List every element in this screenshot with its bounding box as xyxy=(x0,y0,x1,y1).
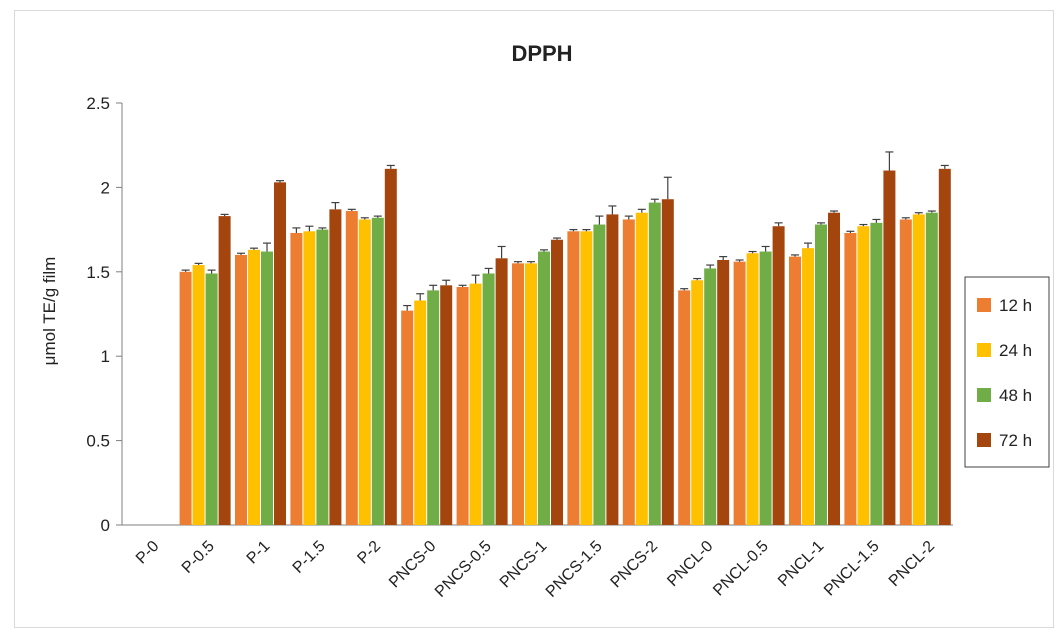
bar xyxy=(261,251,273,525)
bar xyxy=(235,254,247,526)
y-tick-label: 1 xyxy=(101,347,110,366)
bar xyxy=(899,219,912,526)
bar xyxy=(248,249,260,525)
x-tick-label: P-0.5 xyxy=(179,538,218,577)
bar xyxy=(580,231,593,525)
x-tick-label: PNCL-1 xyxy=(775,538,827,590)
y-tick-label: 2.5 xyxy=(86,94,110,113)
x-tick-label: PNCL-2 xyxy=(886,538,938,590)
x-tick-label: PNCS-0 xyxy=(386,538,440,592)
bar xyxy=(870,222,883,525)
bar xyxy=(857,226,870,525)
y-tick-label: 2 xyxy=(101,178,110,197)
bar xyxy=(290,232,303,525)
bar xyxy=(622,219,635,526)
bar xyxy=(303,231,316,525)
bar xyxy=(205,273,218,525)
x-tick-label: P-1.5 xyxy=(290,538,329,577)
bar xyxy=(384,168,397,525)
legend-label: 72 h xyxy=(999,431,1032,450)
x-tick-label: P-1 xyxy=(244,538,274,568)
bar xyxy=(414,300,427,525)
y-tick-label: 0.5 xyxy=(86,432,110,451)
bar xyxy=(538,251,550,525)
bar xyxy=(648,202,661,526)
bar xyxy=(844,232,857,525)
bar xyxy=(371,217,384,525)
bar xyxy=(345,211,358,526)
bar xyxy=(358,219,371,526)
bar xyxy=(179,271,192,525)
x-tick-label: PNCS-0.5 xyxy=(432,538,495,601)
chart-frame: DPPH μmol TE/g film 0 0.5 1 1.5 2 2.5 P-0 P-0.… xyxy=(14,10,1054,628)
x-tick-label: PNCS-1 xyxy=(497,538,551,592)
bar xyxy=(512,263,524,525)
bar-group xyxy=(179,151,951,526)
legend-swatch xyxy=(977,388,991,402)
bar xyxy=(274,182,286,525)
y-axis: 0 0.5 1 1.5 2 2.5 xyxy=(86,94,123,535)
bar xyxy=(938,168,951,525)
x-tick-label: PNCL-1.5 xyxy=(821,538,883,600)
bar xyxy=(567,231,580,525)
bar xyxy=(495,258,508,525)
bar xyxy=(704,268,717,525)
x-tick-label: P-0 xyxy=(133,538,163,568)
legend-swatch xyxy=(977,343,991,357)
bar xyxy=(678,290,691,525)
x-tick-label: PNCL-0 xyxy=(664,538,716,590)
bar xyxy=(482,273,495,525)
bar xyxy=(525,263,537,525)
chart-title: DPPH xyxy=(511,41,572,66)
bar xyxy=(427,290,440,525)
bar xyxy=(772,226,785,525)
y-tick-label: 0 xyxy=(101,516,110,535)
x-tick-label: PNCL-0.5 xyxy=(710,538,772,600)
legend-label: 48 h xyxy=(999,386,1032,405)
bar xyxy=(717,259,730,525)
bar xyxy=(218,216,231,525)
legend-label: 12 h xyxy=(999,296,1032,315)
bar xyxy=(192,265,205,525)
bar xyxy=(789,256,801,525)
bar xyxy=(802,248,814,525)
legend-swatch xyxy=(977,433,991,447)
legend: 12 h 24 h 48 h 72 h xyxy=(964,276,1050,468)
bar xyxy=(883,170,896,525)
bar xyxy=(661,199,674,525)
bar xyxy=(606,214,619,525)
bar xyxy=(469,283,482,525)
bar xyxy=(635,212,648,525)
bar xyxy=(440,285,453,525)
dpph-bar-chart: DPPH μmol TE/g film 0 0.5 1 1.5 2 2.5 P-0 P-0.… xyxy=(40,41,1050,601)
bar xyxy=(746,253,759,525)
legend-label: 24 h xyxy=(999,341,1032,360)
bar xyxy=(925,212,938,525)
legend-swatch xyxy=(977,298,991,312)
bar xyxy=(815,224,827,525)
x-tick-label: PNCS-1.5 xyxy=(543,538,606,601)
y-axis-label: μmol TE/g film xyxy=(40,257,59,366)
x-tick-label: P-2 xyxy=(354,538,384,568)
bar xyxy=(401,310,414,525)
bar xyxy=(456,286,469,525)
bar xyxy=(691,280,704,525)
bar xyxy=(551,239,563,525)
bar xyxy=(593,224,606,525)
bar xyxy=(912,214,925,525)
bar xyxy=(828,212,840,525)
bar xyxy=(733,261,746,525)
bar xyxy=(329,209,342,525)
bar xyxy=(759,251,772,525)
y-tick-label: 1.5 xyxy=(86,263,110,282)
bar xyxy=(316,229,329,525)
x-tick-label: PNCS-2 xyxy=(608,538,662,592)
